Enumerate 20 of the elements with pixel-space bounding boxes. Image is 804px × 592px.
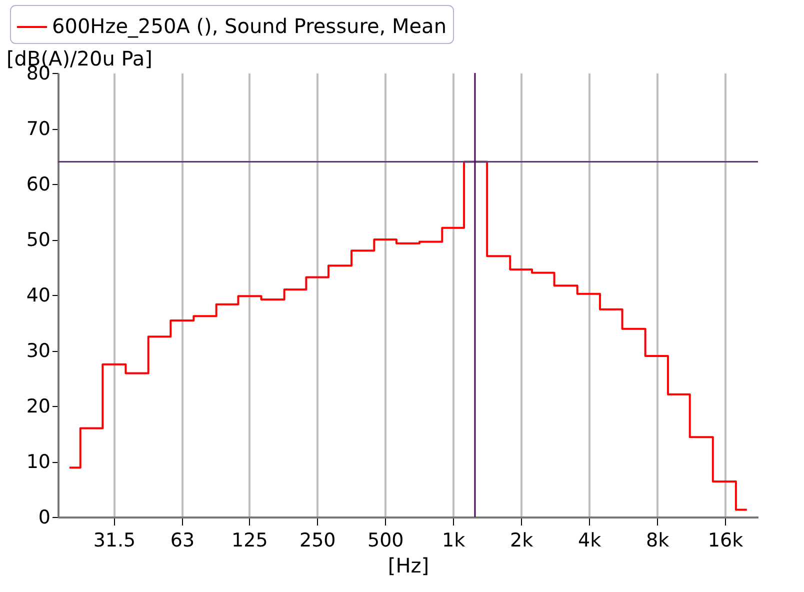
x-tick-label: 31.5 xyxy=(93,530,136,552)
y-tick-label: 20 xyxy=(26,396,50,418)
x-axis-title: [Hz] xyxy=(388,554,430,578)
y-tick-label: 50 xyxy=(26,229,50,251)
x-tick-label: 4k xyxy=(578,530,602,552)
x-tick-label: 16k xyxy=(708,530,744,552)
y-tick-label: 0 xyxy=(38,506,50,528)
y-tick-label: 70 xyxy=(26,118,50,140)
x-tick-label: 250 xyxy=(300,530,336,552)
x-tick-label: 8k xyxy=(646,530,670,552)
x-tick-label: 2k xyxy=(510,530,534,552)
x-tick-label: 63 xyxy=(170,530,195,552)
y-tick-label: 30 xyxy=(26,340,50,362)
legend-label: 600Hze_250A (), Sound Pressure, Mean xyxy=(52,14,446,38)
x-tick-label: 125 xyxy=(232,530,268,552)
y-tick-label: 40 xyxy=(26,284,50,306)
y-tick-label: 10 xyxy=(26,451,50,473)
x-tick-label: 500 xyxy=(367,530,404,552)
y-tick-label: 60 xyxy=(26,174,50,196)
x-tick-label: 1k xyxy=(442,530,466,552)
